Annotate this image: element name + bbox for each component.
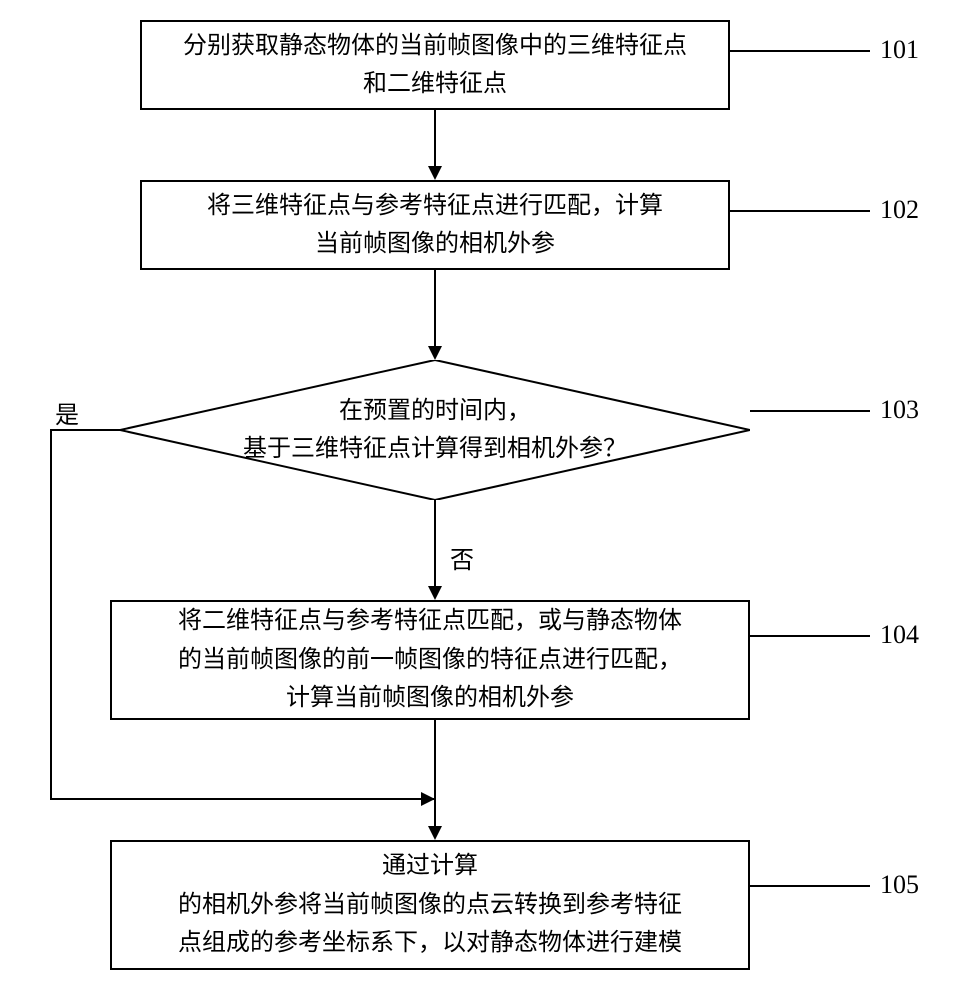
arrow-2 bbox=[434, 270, 436, 348]
ref-label-105: 105 bbox=[880, 870, 919, 900]
ref-label-103: 103 bbox=[880, 395, 919, 425]
ref-line-103 bbox=[750, 410, 870, 412]
step-104-box: 将二维特征点与参考特征点匹配，或与静态物体的当前帧图像的前一帧图像的特征点进行匹… bbox=[110, 600, 750, 720]
step-102-text: 将三维特征点与参考特征点进行匹配，计算当前帧图像的相机外参 bbox=[207, 187, 663, 264]
flowchart-container: 分别获取静态物体的当前帧图像中的三维特征点和二维特征点 101 将三维特征点与参… bbox=[0, 0, 977, 1000]
ref-label-104: 104 bbox=[880, 620, 919, 650]
arrow-4 bbox=[434, 720, 436, 828]
ref-line-105 bbox=[750, 885, 870, 887]
yes-path-head bbox=[421, 792, 435, 806]
ref-line-101 bbox=[730, 50, 870, 52]
ref-line-104 bbox=[750, 635, 870, 637]
arrow-3 bbox=[434, 500, 436, 588]
step-105-text: 通过计算的相机外参将当前帧图像的点云转换到参考特征点组成的参考坐标系下，以对静态… bbox=[178, 847, 682, 962]
step-101-text: 分别获取静态物体的当前帧图像中的三维特征点和二维特征点 bbox=[183, 27, 687, 104]
step-102-box: 将三维特征点与参考特征点进行匹配，计算当前帧图像的相机外参 bbox=[140, 180, 730, 270]
ref-label-101: 101 bbox=[880, 35, 919, 65]
yes-path-h2 bbox=[50, 798, 435, 800]
step-103-text: 在预置的时间内，基于三维特征点计算得到相机外参？ bbox=[243, 392, 627, 469]
step-104-text: 将二维特征点与参考特征点匹配，或与静态物体的当前帧图像的前一帧图像的特征点进行匹… bbox=[178, 602, 682, 717]
yes-path-v bbox=[50, 429, 52, 800]
arrow-3-head bbox=[428, 586, 442, 600]
step-105-box: 通过计算的相机外参将当前帧图像的点云转换到参考特征点组成的参考坐标系下，以对静态… bbox=[110, 840, 750, 970]
arrow-1 bbox=[434, 110, 436, 168]
no-label: 否 bbox=[450, 540, 474, 575]
ref-label-102: 102 bbox=[880, 195, 919, 225]
step-101-box: 分别获取静态物体的当前帧图像中的三维特征点和二维特征点 bbox=[140, 20, 730, 110]
yes-label: 是 bbox=[55, 395, 79, 430]
arrow-4-head bbox=[428, 826, 442, 840]
step-103-diamond: 在预置的时间内，基于三维特征点计算得到相机外参？ bbox=[120, 360, 750, 500]
arrow-2-head bbox=[428, 346, 442, 360]
arrow-1-head bbox=[428, 166, 442, 180]
ref-line-102 bbox=[730, 210, 870, 212]
